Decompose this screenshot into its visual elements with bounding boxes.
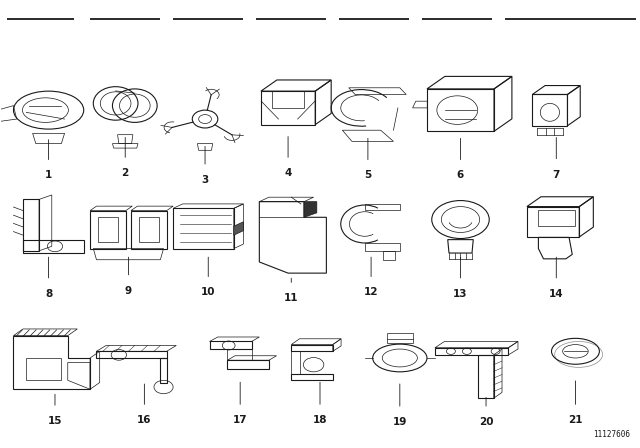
Polygon shape (234, 222, 243, 235)
Text: 16: 16 (137, 415, 152, 425)
Text: 11: 11 (284, 293, 298, 303)
Polygon shape (304, 202, 317, 217)
Text: 21: 21 (568, 415, 582, 425)
Text: 5: 5 (364, 170, 372, 181)
Text: 11127606: 11127606 (593, 430, 630, 439)
Text: 9: 9 (125, 286, 132, 296)
Text: 18: 18 (313, 415, 327, 425)
Text: 3: 3 (202, 175, 209, 185)
Text: 19: 19 (392, 417, 407, 427)
Text: 8: 8 (45, 289, 52, 299)
Text: 6: 6 (457, 170, 464, 181)
Text: 14: 14 (549, 289, 564, 299)
Text: 15: 15 (48, 416, 62, 426)
Text: 10: 10 (201, 288, 216, 297)
Text: 12: 12 (364, 288, 378, 297)
Text: 20: 20 (479, 417, 493, 427)
Text: 4: 4 (284, 168, 292, 178)
Text: 17: 17 (233, 415, 248, 425)
Text: 2: 2 (122, 168, 129, 178)
Text: 13: 13 (453, 289, 468, 299)
Text: 7: 7 (552, 169, 560, 180)
Text: 1: 1 (45, 170, 52, 181)
